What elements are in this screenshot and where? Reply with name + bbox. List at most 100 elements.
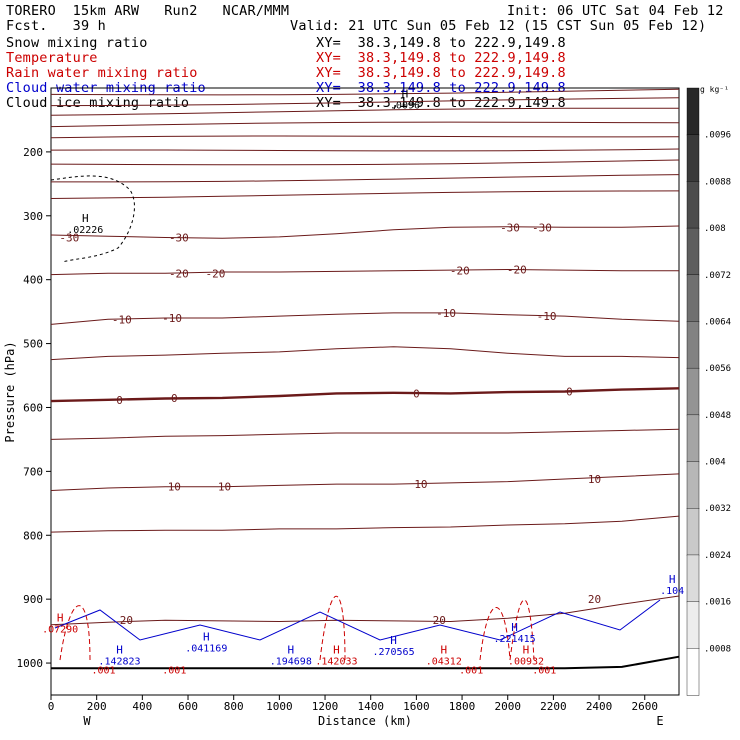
isotherm-label: -20: [169, 267, 189, 280]
high-value-label: .221415: [494, 634, 536, 645]
isotherm-label: -10: [112, 313, 132, 326]
high-marker: H: [116, 643, 123, 656]
x-end-label-west: W: [83, 714, 91, 728]
x-end-label-east: E: [656, 714, 663, 728]
isotherm-label: 0: [171, 392, 178, 405]
y-tick-label: 1000: [17, 657, 44, 670]
colorbar-swatch: [686, 554, 700, 603]
x-tick-label: 200: [87, 700, 107, 713]
x-axis-title: Distance (km): [318, 714, 412, 728]
isotherm-label: -10: [436, 307, 456, 320]
colorbar-swatch: [686, 648, 700, 696]
isotherm-label: -30: [169, 232, 189, 245]
high-value-label: .142033: [315, 656, 357, 667]
high-marker: H: [203, 631, 210, 644]
high-value-label: .0096: [390, 101, 420, 112]
isotherm-contour: [50, 346, 680, 361]
high-marker: H: [287, 643, 294, 656]
high-marker: H: [82, 212, 89, 225]
high-value-label: .07290: [42, 625, 78, 636]
high-value-label: .02226: [67, 225, 103, 236]
isotherm-label: -20: [205, 267, 225, 280]
x-tick-label: 1400: [357, 700, 384, 713]
colorbar-label: .0096: [704, 131, 731, 141]
field-name-4: Cloud ice mixing ratio: [6, 95, 190, 111]
x-tick-label: 400: [132, 700, 152, 713]
isotherm-label: 10: [168, 481, 181, 494]
isotherm-contour: [51, 174, 680, 183]
isotherm-label: 20: [120, 614, 133, 627]
colorbar-label: .0032: [704, 504, 731, 514]
isotherm-contour: [50, 515, 680, 533]
y-axis-title: Pressure (hPa): [3, 341, 17, 442]
model-title: TORERO 15km ARW Run2 NCAR/MMM: [6, 3, 290, 19]
isotherm-contour: [50, 268, 679, 276]
isotherm-contour: [50, 88, 680, 96]
high-value-label: .142823: [98, 656, 140, 667]
terrain-line: [51, 655, 680, 670]
colorbar-swatch: [686, 134, 700, 183]
colorbar-swatch: [686, 508, 700, 556]
high-value-label: .194698: [270, 656, 312, 667]
isotherm-contour: [50, 107, 679, 116]
isotherm-contour: [50, 225, 680, 239]
plot-frame: [50, 87, 680, 696]
colorbar-swatch: [686, 414, 700, 463]
x-tick-label: 2400: [586, 700, 613, 713]
field-name-2: Rain water mixing ratio: [6, 65, 198, 81]
y-tick-label: 700: [23, 465, 43, 478]
y-tick-label: 400: [23, 274, 43, 287]
low-value-label: .001: [91, 665, 115, 676]
isotherm-contour: [50, 121, 680, 128]
isotherm-label: -20: [507, 263, 527, 276]
colorbar-swatch: [686, 461, 700, 509]
y-tick-label: 300: [23, 210, 43, 223]
y-tick-label: 800: [23, 529, 43, 542]
isotherm-label: -10: [537, 310, 557, 323]
colorbar-swatch: [686, 321, 700, 369]
low-value-label: .001: [162, 665, 186, 676]
init-time: Init: 06 UTC Sat 04 Feb 12: [507, 3, 724, 19]
y-tick-label: 200: [23, 146, 43, 159]
isotherm-contour: [50, 312, 680, 325]
x-tick-label: 1600: [403, 700, 430, 713]
colorbar-label: .0072: [704, 271, 731, 281]
field-name-0: Snow mixing ratio: [6, 35, 148, 51]
y-tick-label: 500: [23, 338, 43, 351]
colorbar-label: .0024: [704, 551, 731, 561]
high-marker: H: [440, 643, 447, 656]
isotherm-contour: [50, 97, 680, 107]
x-tick-label: 1800: [449, 700, 476, 713]
colorbar-swatch: [686, 87, 700, 136]
high-marker: H: [57, 612, 64, 625]
isotherm-label: -30: [532, 221, 552, 234]
isotherm-label: 20: [433, 614, 446, 627]
colorbar-label: .0056: [704, 364, 731, 374]
high-marker: H: [390, 634, 397, 647]
isotherm-contour: [50, 190, 680, 199]
field-xy-2: XY= 38.3,149.8 to 222.9,149.8: [316, 65, 566, 81]
colorbar-label: .004: [704, 458, 726, 468]
low-value-label: .001: [459, 665, 483, 676]
isotherm-label: 10: [588, 473, 601, 486]
valid-time: Valid: 21 UTC Sun 05 Feb 12 (15 CST Sun …: [290, 18, 707, 34]
colorbar-label: .0048: [704, 411, 731, 421]
colorbar-label: .0064: [704, 317, 731, 327]
high-marker: H: [523, 643, 530, 656]
colorbar-label: .008: [704, 224, 726, 234]
forecast-hour: Fcst. 39 h: [6, 18, 106, 34]
isotherm-label: 0: [116, 394, 123, 407]
y-tick-label: 600: [23, 401, 43, 414]
field-xy-1: XY= 38.3,149.8 to 222.9,149.8: [316, 50, 566, 66]
x-tick-label: 1000: [266, 700, 293, 713]
isotherm-label: -20: [450, 265, 470, 278]
x-tick-label: 1200: [312, 700, 339, 713]
snow-ratio-contour: [50, 175, 135, 263]
isotherm-contour: [50, 428, 680, 440]
isotherm-label: 0: [413, 387, 420, 400]
freezing-level-contour: [50, 387, 680, 403]
field-name-1: Temperature: [6, 50, 98, 66]
high-marker: H: [333, 643, 340, 656]
high-value-label: .04312: [426, 656, 462, 667]
